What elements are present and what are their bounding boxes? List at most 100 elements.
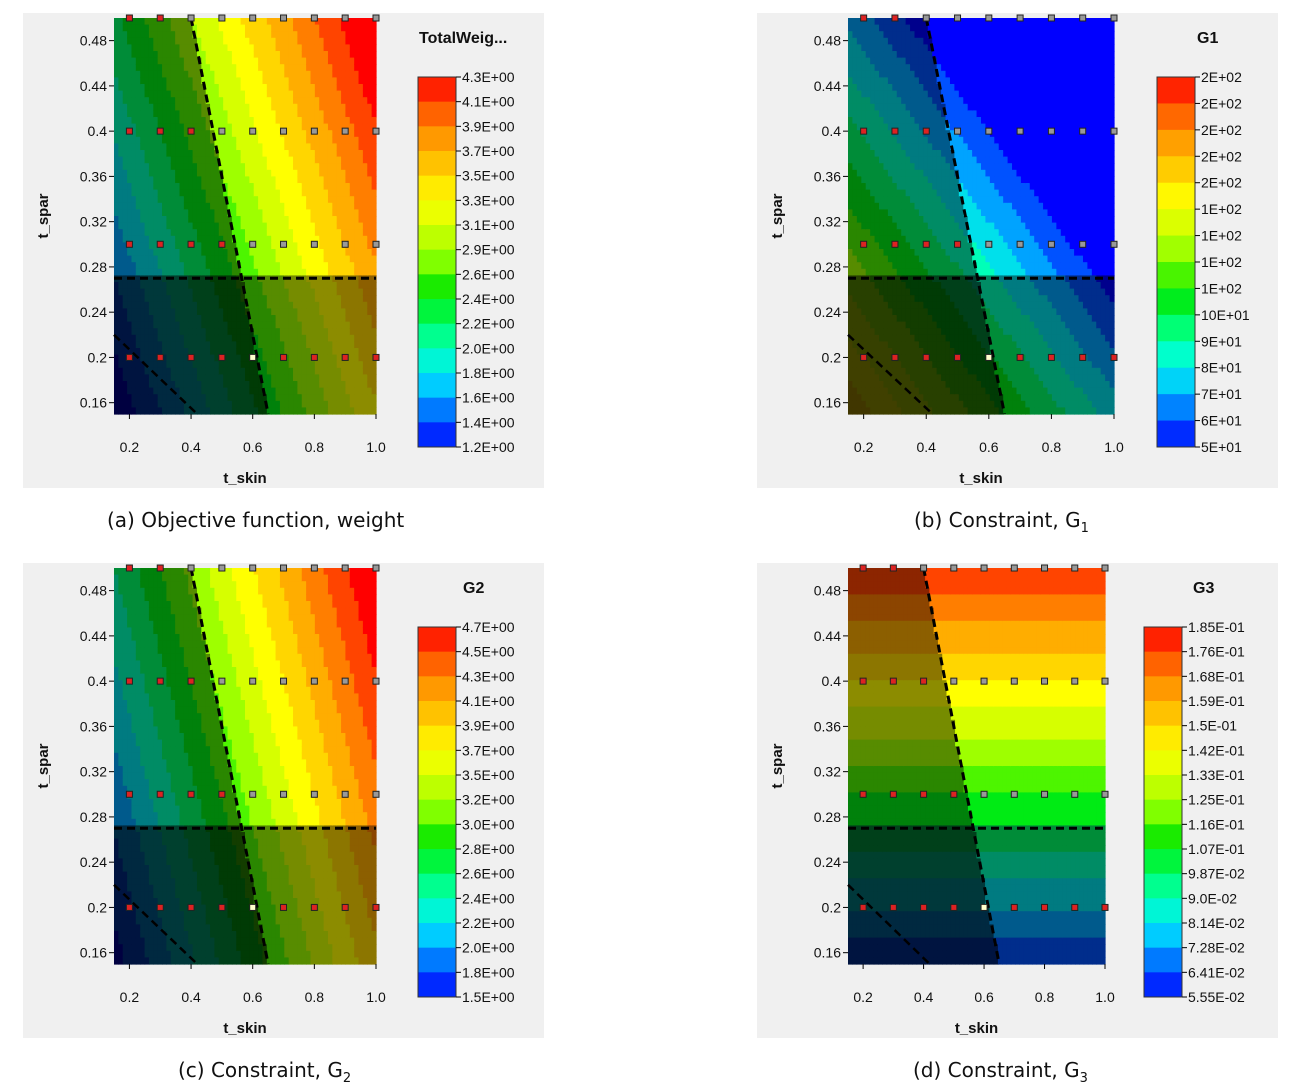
contour-cell [349, 44, 355, 52]
contour-cell [848, 123, 854, 131]
contour-cell [245, 24, 250, 32]
contour-cell [188, 328, 194, 336]
contour-cell [205, 163, 211, 171]
contour-cell [135, 123, 141, 131]
contour-cell [918, 169, 924, 177]
contour-cell [879, 156, 885, 164]
contour-cell [358, 103, 364, 111]
contour-cell [367, 57, 373, 65]
contour-cell [905, 77, 911, 85]
contour-cell [227, 367, 233, 375]
contour-cell [371, 123, 377, 131]
contour-cell [874, 262, 880, 270]
contour-cell [910, 84, 916, 92]
contour-cell [861, 163, 867, 171]
contour-cell [271, 249, 277, 257]
contour-cell [236, 84, 242, 92]
contour-cell [223, 308, 229, 316]
contour-cell [144, 222, 150, 230]
contour-cell [148, 24, 154, 32]
contour-cell [901, 235, 907, 243]
contour-cell [852, 64, 858, 72]
contour-cell [852, 334, 858, 342]
contour-cell [852, 103, 858, 111]
contour-cell [905, 169, 911, 177]
contour-cell [275, 249, 281, 257]
contour-cell [188, 77, 194, 85]
contour-cell [879, 24, 885, 32]
contour-cell [214, 57, 220, 65]
contour-cell [140, 70, 146, 78]
contour-cell [240, 282, 246, 290]
contour-cell [336, 367, 342, 375]
contour-cell [341, 176, 347, 184]
contour-cell [166, 328, 172, 336]
contour-cell [135, 163, 141, 171]
contour-cell [231, 354, 237, 362]
contour-cell [874, 176, 880, 184]
contour-cell [175, 222, 181, 230]
contour-cell [332, 24, 338, 32]
contour-cell [284, 374, 290, 382]
contour-cell [127, 84, 133, 92]
contour-cell [896, 169, 902, 177]
contour-cell [327, 328, 333, 336]
contour-cell [201, 202, 207, 210]
contour-cell [236, 31, 242, 39]
contour-cell [327, 229, 333, 237]
contour-cell [245, 255, 250, 263]
contour-cell [279, 394, 285, 402]
contour-cell [131, 301, 137, 309]
contour-cell [196, 242, 202, 250]
contour-cell [122, 374, 128, 382]
contour-cell [205, 18, 211, 26]
contour-cell [223, 176, 229, 184]
contour-cell [284, 163, 290, 171]
contour-cell [883, 242, 889, 250]
contour-cell [314, 374, 320, 382]
contour-cell [179, 222, 185, 230]
contour-cell [293, 334, 298, 342]
contour-cell [910, 183, 916, 191]
contour-cell [288, 123, 294, 131]
contour-cell [932, 321, 938, 329]
contour-cell [319, 222, 325, 230]
contour-cell [122, 57, 128, 65]
contour-cell [932, 361, 938, 369]
sample-point [280, 14, 288, 22]
contour-cell [314, 77, 320, 85]
contour-cell [262, 176, 268, 184]
contour-cell [166, 288, 172, 296]
contour-cell [354, 97, 360, 105]
contour-cell [279, 249, 285, 257]
contour-cell [896, 143, 902, 151]
contour-cell [288, 308, 294, 316]
contour-cell [371, 183, 377, 191]
contour-cell [284, 57, 290, 65]
contour-cell [271, 387, 277, 395]
contour-cell [227, 97, 233, 105]
contour-cell [223, 209, 229, 217]
contour-cell [332, 189, 338, 197]
contour-cell [183, 249, 189, 257]
contour-cell [358, 262, 364, 270]
contour-cell [923, 176, 929, 184]
sample-point [218, 127, 226, 135]
contour-cell [923, 315, 929, 323]
contour-cell [170, 295, 176, 303]
contour-cell [179, 57, 185, 65]
contour-cell [865, 407, 871, 415]
contour-cell [901, 183, 907, 191]
contour-cell [910, 18, 916, 26]
contour-cell [371, 361, 377, 369]
contour-cell [175, 361, 181, 369]
contour-cell [192, 57, 198, 65]
contour-cell [210, 374, 216, 382]
contour-cell [874, 202, 880, 210]
contour-cell [175, 183, 181, 191]
contour-cell [179, 70, 185, 78]
contour-cell [332, 387, 338, 395]
contour-cell [131, 381, 137, 389]
contour-cell [262, 334, 268, 342]
contour-cell [266, 189, 272, 197]
